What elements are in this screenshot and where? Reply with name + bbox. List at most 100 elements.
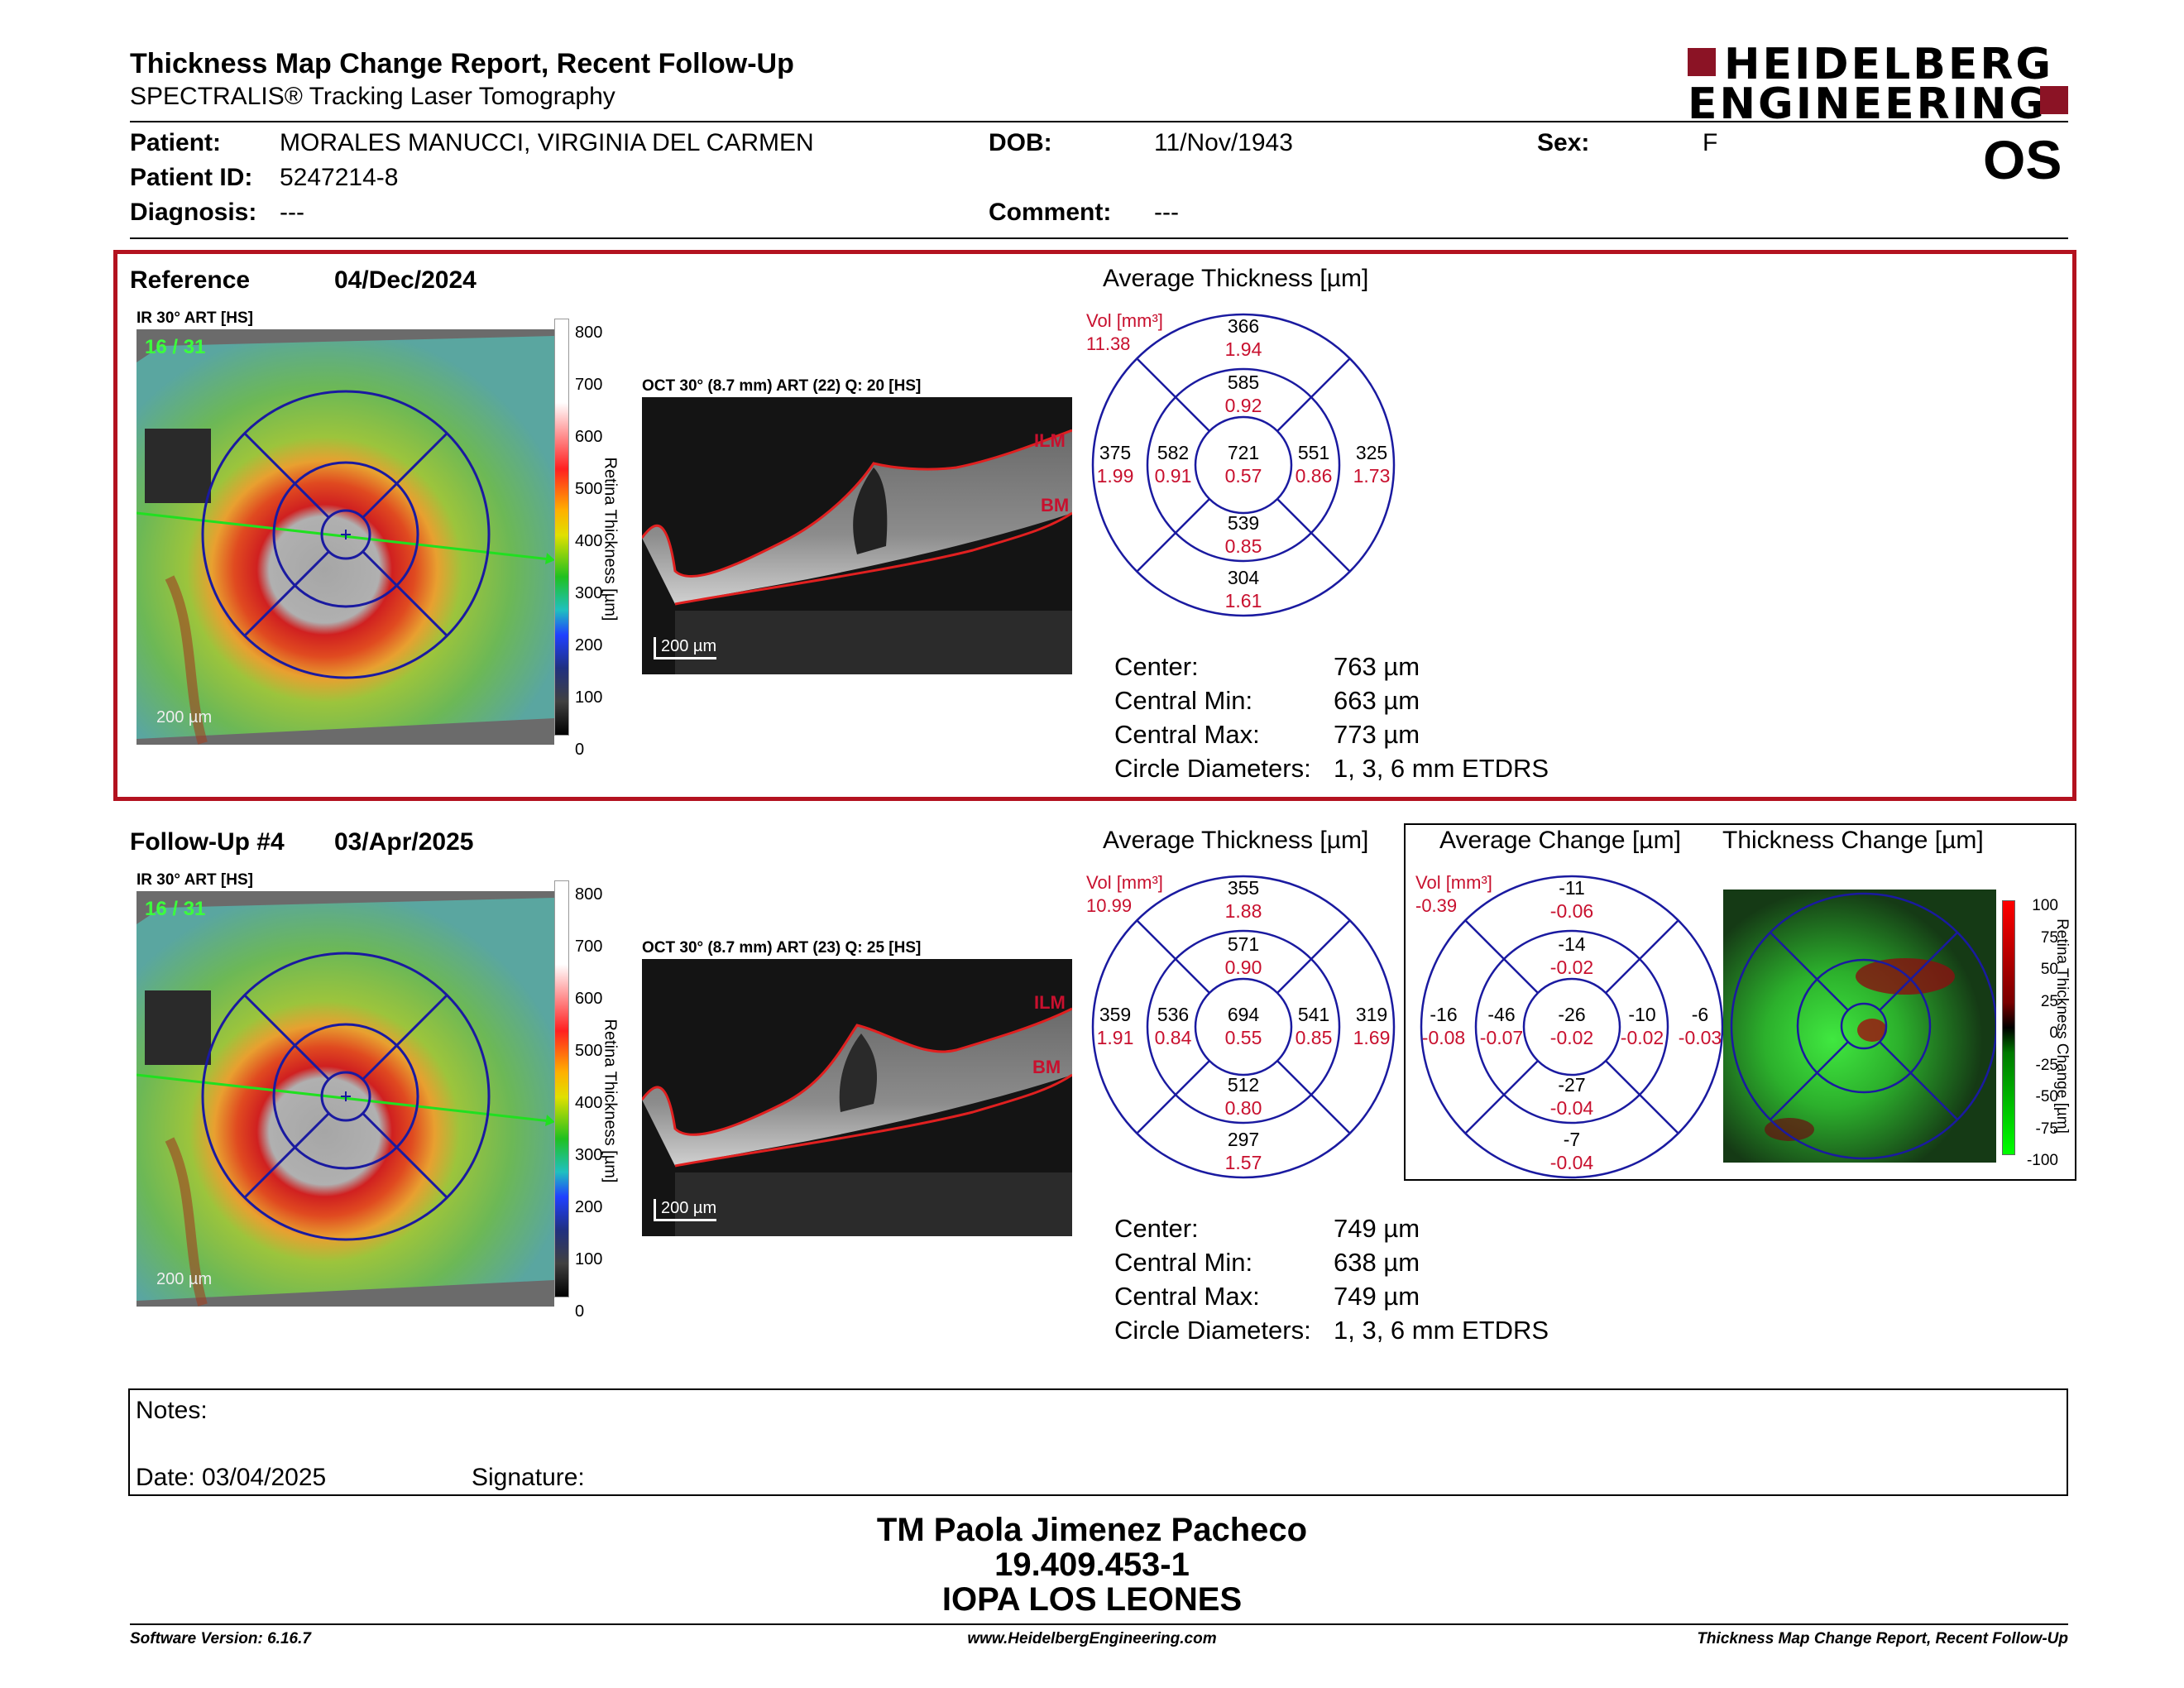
fu-outer-inf-vol: 1.57 bbox=[1225, 1152, 1262, 1173]
chg-inner-nas-vol: -0.02 bbox=[1621, 1027, 1664, 1048]
fu-inner-sup-thk: 571 bbox=[1228, 933, 1259, 955]
fu-outer-tmp-thk: 359 bbox=[1099, 1004, 1131, 1025]
comment-label: Comment: bbox=[989, 199, 1112, 226]
dob-label: DOB: bbox=[989, 129, 1052, 156]
ref-inner-nas-vol: 0.86 bbox=[1296, 465, 1333, 487]
followup-date: 03/Apr/2025 bbox=[334, 828, 474, 856]
change-colorbar-ticks: 100 75 50 25 0 -25 -50 -75 -100 bbox=[2026, 897, 2058, 1169]
fu-colorbar-title: Retina Thickness [µm] bbox=[601, 1019, 620, 1183]
fu-inner-nas-vol: 0.85 bbox=[1296, 1027, 1333, 1048]
fu-oct-scale: 200 µm bbox=[654, 1199, 717, 1221]
chg-inner-inf-vol: -0.04 bbox=[1550, 1097, 1594, 1119]
signer-id: 19.409.453-1 bbox=[994, 1547, 1190, 1583]
patient-id-label: Patient ID: bbox=[130, 164, 253, 191]
footer-report-name: Thickness Map Change Report, Recent Foll… bbox=[1697, 1630, 2068, 1647]
ref-map-scale: 200 µm bbox=[156, 708, 213, 727]
ref-inner-tmp-vol: 0.91 bbox=[1155, 465, 1192, 487]
ref-avg-title: Average Thickness [µm] bbox=[1103, 265, 1369, 292]
ref-vol-total: Vol [mm³] 11.38 bbox=[1086, 310, 1163, 354]
notes-date: Date: 03/04/2025 bbox=[136, 1464, 327, 1491]
fu-vol-total: Vol [mm³] 10.99 bbox=[1086, 872, 1163, 916]
fu-colorbar bbox=[554, 880, 569, 1297]
ref-ilm-label: ILM bbox=[1034, 430, 1066, 451]
fu-stats-values: 749 µm 638 µm 749 µm 1, 3, 6 mm ETDRS bbox=[1334, 1214, 1549, 1345]
signer-name: TM Paola Jimenez Pacheco bbox=[876, 1512, 1308, 1548]
fu-outer-sup-vol: 1.88 bbox=[1225, 900, 1262, 922]
ref-inner-sup-vol: 0.92 bbox=[1225, 395, 1262, 416]
signer-org: IOPA LOS LEONES bbox=[941, 1581, 1243, 1618]
dob-value: 11/Nov/1943 bbox=[1154, 129, 1293, 156]
fu-inner-tmp-thk: 536 bbox=[1157, 1004, 1189, 1025]
fu-stats-labels: Center: Central Min: Central Max: Circle D… bbox=[1114, 1214, 1311, 1345]
fu-center-thk: 694 bbox=[1228, 1004, 1260, 1025]
ref-outer-sup-thk: 366 bbox=[1228, 315, 1259, 337]
reference-panel bbox=[113, 250, 2076, 801]
ref-colorbar-ticks: 800 700 600 500 400 300 200 100 0 bbox=[575, 324, 603, 759]
ref-inner-tmp-thk: 582 bbox=[1157, 442, 1189, 463]
software-version: Software Version: 6.16.7 bbox=[130, 1630, 311, 1647]
chg-outer-tmp-vol: -0.08 bbox=[1422, 1027, 1465, 1048]
report-subtitle: SPECTRALIS® Tracking Laser Tomography bbox=[130, 83, 615, 110]
sex-value: F bbox=[1703, 129, 1718, 156]
patient-name-label: Patient: bbox=[130, 129, 222, 156]
fu-oct-label: OCT 30° (8.7 mm) ART (23) Q: 25 [HS] bbox=[642, 939, 922, 957]
fu-oct-image: ILM BM 200 µm bbox=[640, 959, 1073, 1236]
notes-label: Notes: bbox=[136, 1397, 208, 1424]
sex-label: Sex: bbox=[1537, 129, 1590, 156]
chg-center-vol: -0.02 bbox=[1550, 1027, 1593, 1048]
ref-outer-nas-vol: 1.73 bbox=[1353, 465, 1391, 487]
change-panel bbox=[1404, 823, 2076, 1181]
fu-center-vol: 0.55 bbox=[1225, 1027, 1262, 1048]
chg-outer-nas-vol: -0.03 bbox=[1679, 1027, 1722, 1048]
change-avg-title: Average Change [µm] bbox=[1439, 827, 1681, 854]
fu-outer-nas-vol: 1.69 bbox=[1353, 1027, 1391, 1048]
ref-inner-nas-thk: 551 bbox=[1298, 442, 1329, 463]
diagnosis-value: --- bbox=[280, 199, 304, 226]
chg-inner-tmp-vol: -0.07 bbox=[1480, 1027, 1523, 1048]
chg-center-thk: -26 bbox=[1558, 1004, 1585, 1025]
chg-outer-sup-vol: -0.06 bbox=[1550, 900, 1593, 922]
chg-inner-sup-vol: -0.02 bbox=[1550, 957, 1593, 978]
heidelberg-logo: HEIDELBERG ENGINEERING bbox=[1688, 40, 2068, 129]
ref-center-thk: 721 bbox=[1228, 442, 1259, 463]
ref-outer-inf-thk: 304 bbox=[1228, 567, 1260, 588]
change-map-title: Thickness Change [µm] bbox=[1722, 827, 1984, 854]
change-colorbar bbox=[2002, 900, 2015, 1155]
followup-label: Follow-Up #4 bbox=[130, 828, 285, 856]
patient-id: 5247214-8 bbox=[280, 164, 399, 191]
patient-name: MORALES MANUCCI, VIRGINIA DEL CARMEN bbox=[280, 129, 814, 156]
ref-ir-label: IR 30° ART [HS] bbox=[136, 309, 253, 327]
ref-outer-sup-vol: 1.94 bbox=[1225, 338, 1262, 360]
fu-inner-tmp-vol: 0.84 bbox=[1155, 1027, 1192, 1048]
fu-outer-inf-thk: 297 bbox=[1228, 1129, 1259, 1150]
website-link[interactable]: www.HeidelbergEngineering.com bbox=[967, 1630, 1217, 1647]
ref-outer-tmp-thk: 375 bbox=[1099, 442, 1131, 463]
fu-inner-sup-vol: 0.90 bbox=[1225, 957, 1262, 978]
ref-outer-tmp-vol: 1.99 bbox=[1097, 465, 1134, 487]
fu-inner-nas-thk: 541 bbox=[1298, 1004, 1329, 1025]
ref-colorbar bbox=[554, 319, 569, 736]
fu-outer-nas-thk: 319 bbox=[1356, 1004, 1387, 1025]
ref-oct-label: OCT 30° (8.7 mm) ART (22) Q: 20 [HS] bbox=[642, 377, 922, 395]
eye-label: OS bbox=[1983, 129, 2062, 190]
signer-block: TM Paola Jimenez Pacheco 19.409.453-1 IO… bbox=[0, 1513, 2184, 1617]
ref-colorbar-title: Retina Thickness [µm] bbox=[601, 457, 620, 621]
ref-oct-image: ILM BM 200 µm bbox=[640, 397, 1073, 674]
fu-ilm-label: ILM bbox=[1034, 992, 1066, 1013]
chg-outer-sup-thk: -11 bbox=[1559, 877, 1585, 899]
notes-box bbox=[128, 1388, 2068, 1496]
fu-etdrs-grid: 355 1.88 571 0.90 694 0.55 536 0.84 541 … bbox=[1086, 870, 1401, 1184]
chg-inner-inf-thk: -27 bbox=[1558, 1074, 1585, 1096]
change-etdrs-grid: -11 -0.06 -14 -0.02 -26 -0.02 -46 -0.07 … bbox=[1415, 870, 1729, 1184]
chg-inner-nas-thk: -10 bbox=[1628, 1004, 1655, 1025]
fu-inner-inf-vol: 0.80 bbox=[1225, 1097, 1262, 1119]
ref-stats-labels: Center: Central Min: Central Max: Circle D… bbox=[1114, 652, 1311, 783]
chg-inner-tmp-thk: -46 bbox=[1487, 1004, 1515, 1025]
chg-inner-sup-thk: -14 bbox=[1558, 933, 1585, 955]
signature-label: Signature: bbox=[472, 1464, 585, 1491]
change-vol-total: Vol [mm³] -0.39 bbox=[1415, 872, 1492, 916]
fu-bm-label: BM bbox=[1032, 1057, 1061, 1077]
ref-etdrs-grid: 366 1.94 585 0.92 721 0.57 582 0.91 551 … bbox=[1086, 308, 1401, 622]
thickness-change-map bbox=[1723, 890, 1998, 1163]
fu-colorbar-ticks: 800 700 600 500 400 300 200 100 0 bbox=[575, 885, 603, 1321]
